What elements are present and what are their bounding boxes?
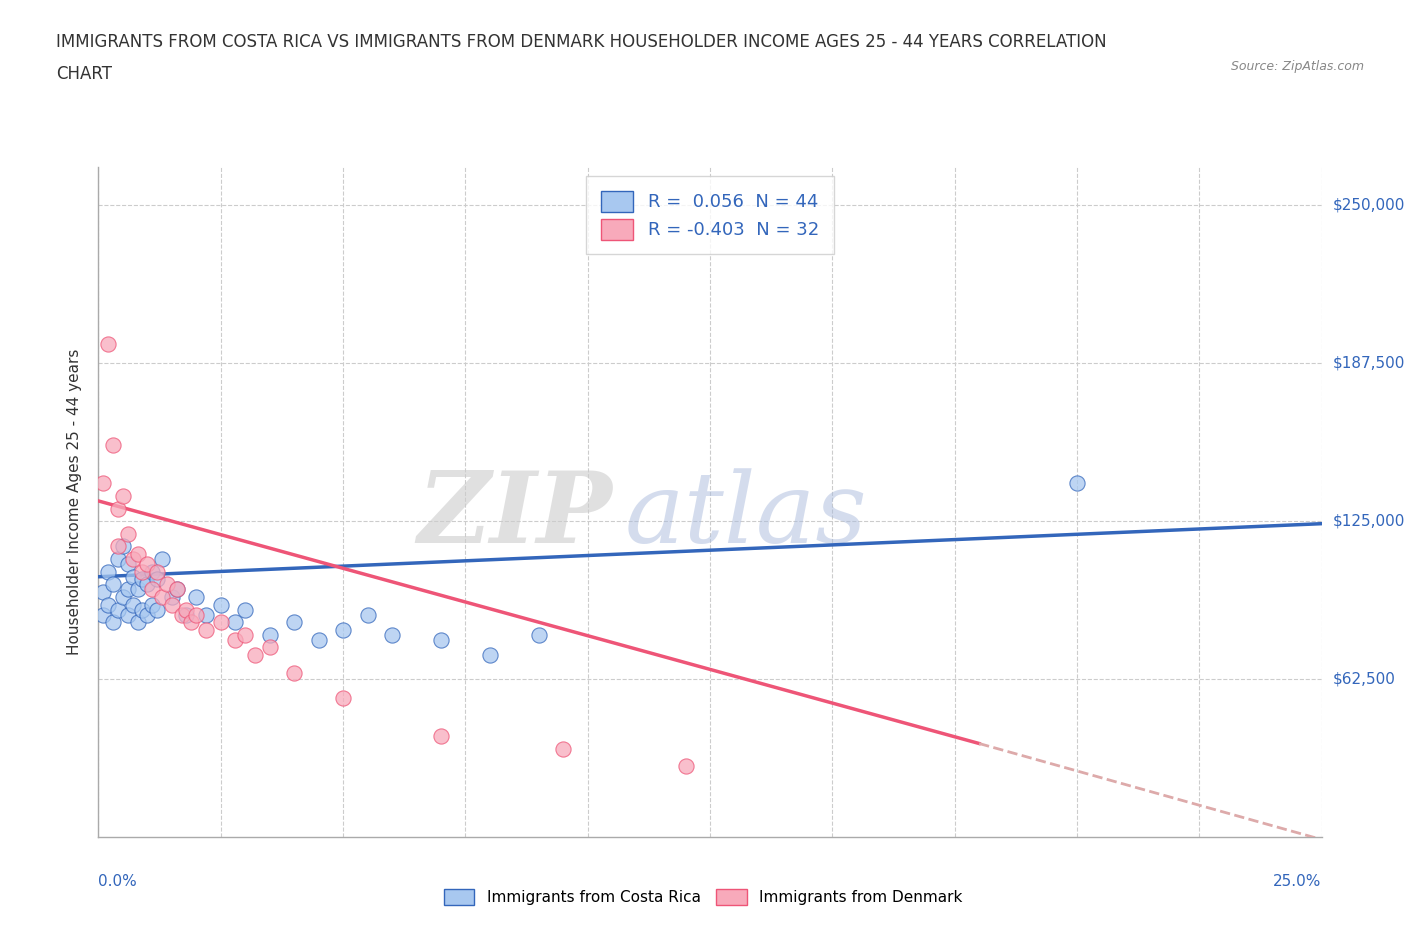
Point — [141, 565, 163, 579]
Y-axis label: Householder Income Ages 25 - 44 years: Householder Income Ages 25 - 44 years — [67, 349, 83, 656]
Point — [91, 476, 114, 491]
Point — [186, 590, 208, 604]
Legend: Immigrants from Costa Rica, Immigrants from Denmark: Immigrants from Costa Rica, Immigrants f… — [436, 882, 970, 913]
Point — [430, 728, 453, 743]
Point — [107, 501, 129, 516]
Point — [97, 337, 120, 352]
Point — [332, 691, 354, 706]
Point — [150, 551, 173, 566]
Text: 0.0%: 0.0% — [98, 874, 138, 889]
Text: $187,500: $187,500 — [1333, 356, 1405, 371]
Point — [150, 590, 173, 604]
Point — [101, 577, 124, 591]
Point — [107, 539, 129, 554]
Point — [160, 597, 183, 612]
Point — [527, 628, 550, 643]
Point — [101, 615, 124, 630]
Point — [1066, 476, 1088, 491]
Legend: R =  0.056  N = 44, R = -0.403  N = 32: R = 0.056 N = 44, R = -0.403 N = 32 — [586, 177, 834, 254]
Point — [131, 565, 153, 579]
Point — [553, 741, 575, 756]
Text: Source: ZipAtlas.com: Source: ZipAtlas.com — [1230, 60, 1364, 73]
Point — [243, 647, 266, 662]
Point — [233, 602, 256, 617]
Point — [127, 615, 149, 630]
Point — [111, 488, 134, 503]
Point — [308, 632, 330, 647]
Text: $250,000: $250,000 — [1333, 198, 1405, 213]
Point — [209, 615, 232, 630]
Point — [131, 572, 153, 587]
Point — [332, 622, 354, 637]
Point — [91, 584, 114, 599]
Point — [224, 615, 246, 630]
Point — [91, 607, 114, 622]
Point — [430, 632, 453, 647]
Point — [224, 632, 246, 647]
Point — [111, 590, 134, 604]
Text: CHART: CHART — [56, 65, 112, 83]
Text: IMMIGRANTS FROM COSTA RICA VS IMMIGRANTS FROM DENMARK HOUSEHOLDER INCOME AGES 25: IMMIGRANTS FROM COSTA RICA VS IMMIGRANTS… — [56, 33, 1107, 50]
Point — [259, 640, 281, 655]
Point — [160, 590, 183, 604]
Point — [478, 647, 501, 662]
Point — [141, 597, 163, 612]
Point — [101, 438, 124, 453]
Point — [156, 577, 179, 591]
Point — [675, 759, 697, 774]
Point — [166, 582, 188, 597]
Point — [97, 597, 120, 612]
Point — [170, 607, 193, 622]
Point — [259, 628, 281, 643]
Point — [107, 551, 129, 566]
Point — [136, 577, 159, 591]
Point — [117, 607, 139, 622]
Point — [136, 557, 159, 572]
Point — [121, 551, 143, 566]
Point — [233, 628, 256, 643]
Point — [381, 628, 404, 643]
Text: atlas: atlas — [624, 468, 868, 564]
Point — [107, 602, 129, 617]
Point — [209, 597, 232, 612]
Text: $62,500: $62,500 — [1333, 671, 1396, 686]
Point — [283, 665, 305, 680]
Point — [97, 565, 120, 579]
Point — [136, 607, 159, 622]
Text: ZIP: ZIP — [418, 468, 612, 564]
Point — [121, 569, 143, 584]
Point — [127, 582, 149, 597]
Point — [195, 607, 218, 622]
Point — [283, 615, 305, 630]
Point — [146, 572, 169, 587]
Point — [186, 607, 208, 622]
Point — [180, 615, 202, 630]
Text: $125,000: $125,000 — [1333, 513, 1405, 528]
Point — [131, 602, 153, 617]
Point — [111, 539, 134, 554]
Point — [166, 582, 188, 597]
Point — [146, 565, 169, 579]
Point — [117, 557, 139, 572]
Point — [176, 607, 198, 622]
Point — [127, 547, 149, 562]
Point — [121, 597, 143, 612]
Point — [117, 526, 139, 541]
Point — [141, 582, 163, 597]
Point — [146, 602, 169, 617]
Point — [195, 622, 218, 637]
Point — [356, 607, 378, 622]
Point — [176, 602, 198, 617]
Text: 25.0%: 25.0% — [1274, 874, 1322, 889]
Point — [117, 582, 139, 597]
